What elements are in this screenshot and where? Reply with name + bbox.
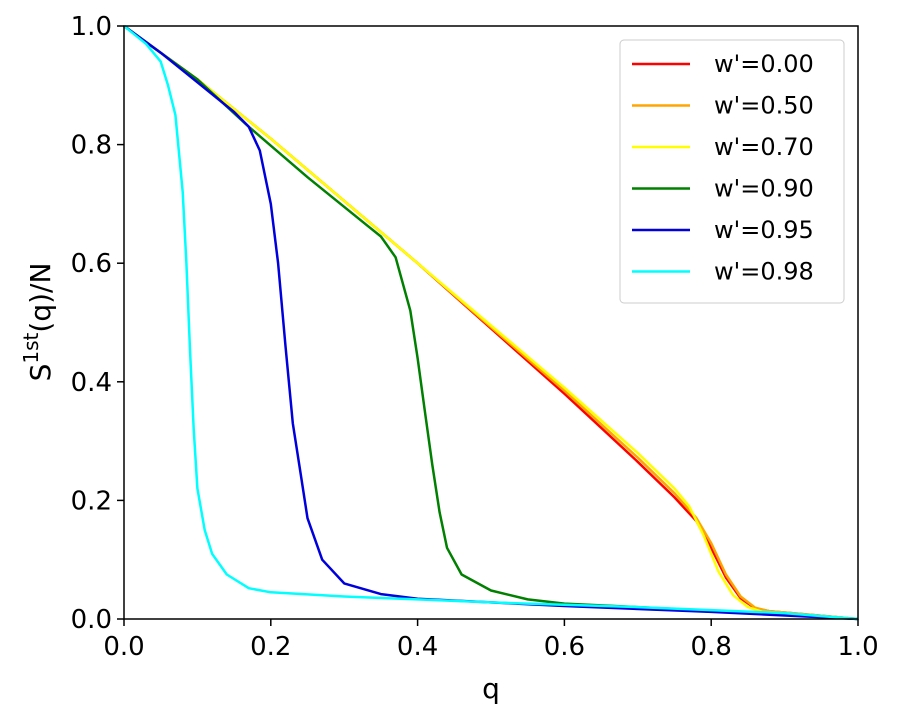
x-tick-label: 0.6	[544, 632, 585, 662]
x-tick-label: 1.0	[837, 632, 878, 662]
y-tick-label: 0.0	[71, 605, 112, 635]
ticks-layer: 0.0 0.2 0.4 0.6 0.8 1.0 0.0 0.2 0.4 0.6 0.8 1.0	[71, 12, 879, 662]
legend-label-0: w'=0.00	[714, 50, 814, 78]
x-tick-label: 0.2	[250, 632, 291, 662]
series-layer	[123, 24, 859, 621]
legend-label-5: w'=0.98	[714, 258, 814, 286]
y-tick-label: 0.2	[71, 486, 112, 516]
plot-frame	[123, 25, 859, 620]
y-axis-label-rest: (q)/N	[24, 263, 57, 333]
legend-label-3: w'=0.90	[714, 175, 814, 203]
y-tick-label: 0.6	[71, 249, 112, 279]
y-axis-label: S1st(q)/N	[19, 263, 57, 382]
y-axis-label-base: S	[24, 364, 57, 382]
series-line-5	[123, 25, 859, 621]
x-axis-label: q	[482, 672, 500, 705]
legend: w'=0.00 w'=0.50 w'=0.70 w'=0.90 w'=0.95 w'=0.…	[619, 39, 845, 304]
x-tick-label: 0.8	[691, 632, 732, 662]
legend-label-2: w'=0.70	[714, 133, 814, 161]
y-tick-label: 1.0	[71, 12, 112, 42]
x-tick-label: 0.0	[103, 632, 144, 662]
y-tick-label: 0.4	[71, 368, 112, 398]
legend-label-4: w'=0.95	[714, 216, 814, 244]
legend-label-1: w'=0.50	[714, 92, 814, 120]
x-tick-label: 0.4	[397, 632, 438, 662]
y-tick-label: 0.8	[71, 131, 112, 161]
series-line-2	[123, 24, 859, 621]
y-axis-label-sup: 1st	[19, 332, 43, 363]
